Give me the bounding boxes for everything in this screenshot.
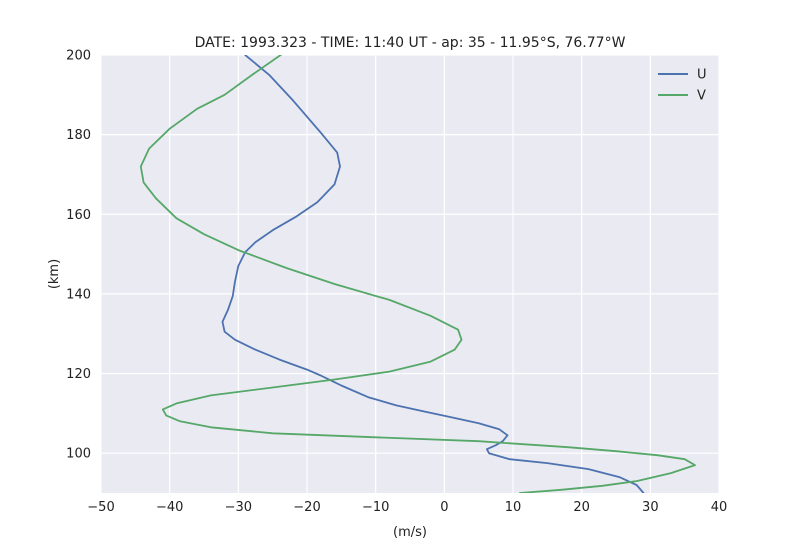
x-tick-label: −20 — [293, 500, 320, 515]
series-line-v — [139, 55, 696, 493]
plot-area — [101, 55, 719, 493]
legend-label-u: U — [697, 68, 707, 83]
y-tick-label: 140 — [66, 287, 91, 302]
y-tick-label: 100 — [66, 447, 91, 462]
y-tick-label: 120 — [66, 367, 91, 382]
x-ticks: −50 −40 −30 −20 −10 0 10 20 30 40 — [87, 500, 727, 515]
y-ticks: 100 120 140 160 180 200 — [66, 49, 91, 462]
x-axis-label: (m/s) — [393, 525, 427, 540]
y-tick-label: 160 — [66, 208, 91, 223]
x-tick-label: −30 — [225, 500, 252, 515]
y-tick-label: 200 — [66, 49, 91, 64]
x-tick-label: 10 — [505, 500, 522, 515]
x-tick-label: −40 — [156, 500, 183, 515]
chart-title: DATE: 1993.323 - TIME: 11:40 UT - ap: 35… — [195, 35, 626, 51]
legend: UV — [658, 68, 707, 104]
x-tick-label: 0 — [440, 500, 448, 515]
x-tick-label: 40 — [711, 500, 728, 515]
series-line-u — [221, 55, 645, 493]
x-tick-label: −10 — [362, 500, 389, 515]
x-tick-label: −50 — [87, 500, 114, 515]
y-tick-label: 180 — [66, 128, 91, 143]
x-tick-label: 20 — [573, 500, 590, 515]
series-layer — [139, 55, 696, 493]
grid — [100, 54, 720, 493]
x-tick-label: 30 — [642, 500, 659, 515]
y-axis-label: (km) — [47, 259, 62, 289]
legend-label-v: V — [697, 89, 706, 104]
